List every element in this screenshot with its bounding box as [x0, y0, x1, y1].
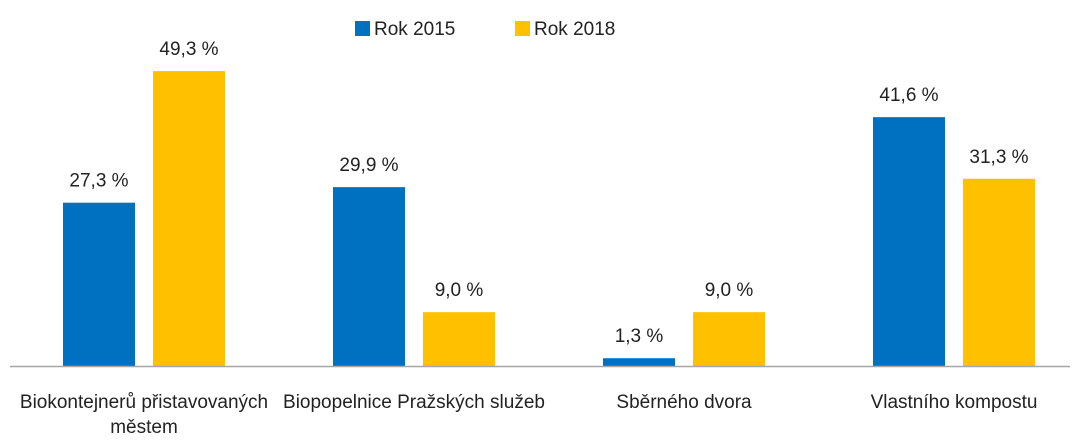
x-tick-label: Biopopelnice Pražských služeb [283, 392, 545, 413]
bar [333, 187, 405, 366]
bar [693, 312, 765, 366]
bar [873, 117, 945, 366]
legend-label: Rok 2015 [374, 19, 455, 40]
bar [963, 178, 1035, 366]
bar [423, 312, 495, 366]
legend-swatch [355, 21, 370, 36]
data-label: 29,9 % [339, 155, 398, 176]
bar [63, 202, 135, 366]
legend-swatch [515, 21, 530, 36]
data-label: 31,3 % [969, 147, 1028, 168]
x-tick-label: Sběrného dvora [616, 392, 752, 413]
bar [153, 71, 225, 366]
data-label: 9,0 % [705, 280, 754, 301]
data-label: 49,3 % [159, 39, 218, 60]
x-tick-label: Biokontejnerů přistavovaných městem [19, 392, 269, 438]
data-label: 1,3 % [615, 326, 664, 347]
x-tick-label: Vlastního kompostu [870, 392, 1038, 413]
data-label: 41,6 % [879, 85, 938, 106]
bar [603, 358, 675, 366]
data-label: 9,0 % [435, 280, 484, 301]
data-label: 27,3 % [69, 171, 128, 192]
legend-label: Rok 2018 [534, 19, 615, 40]
